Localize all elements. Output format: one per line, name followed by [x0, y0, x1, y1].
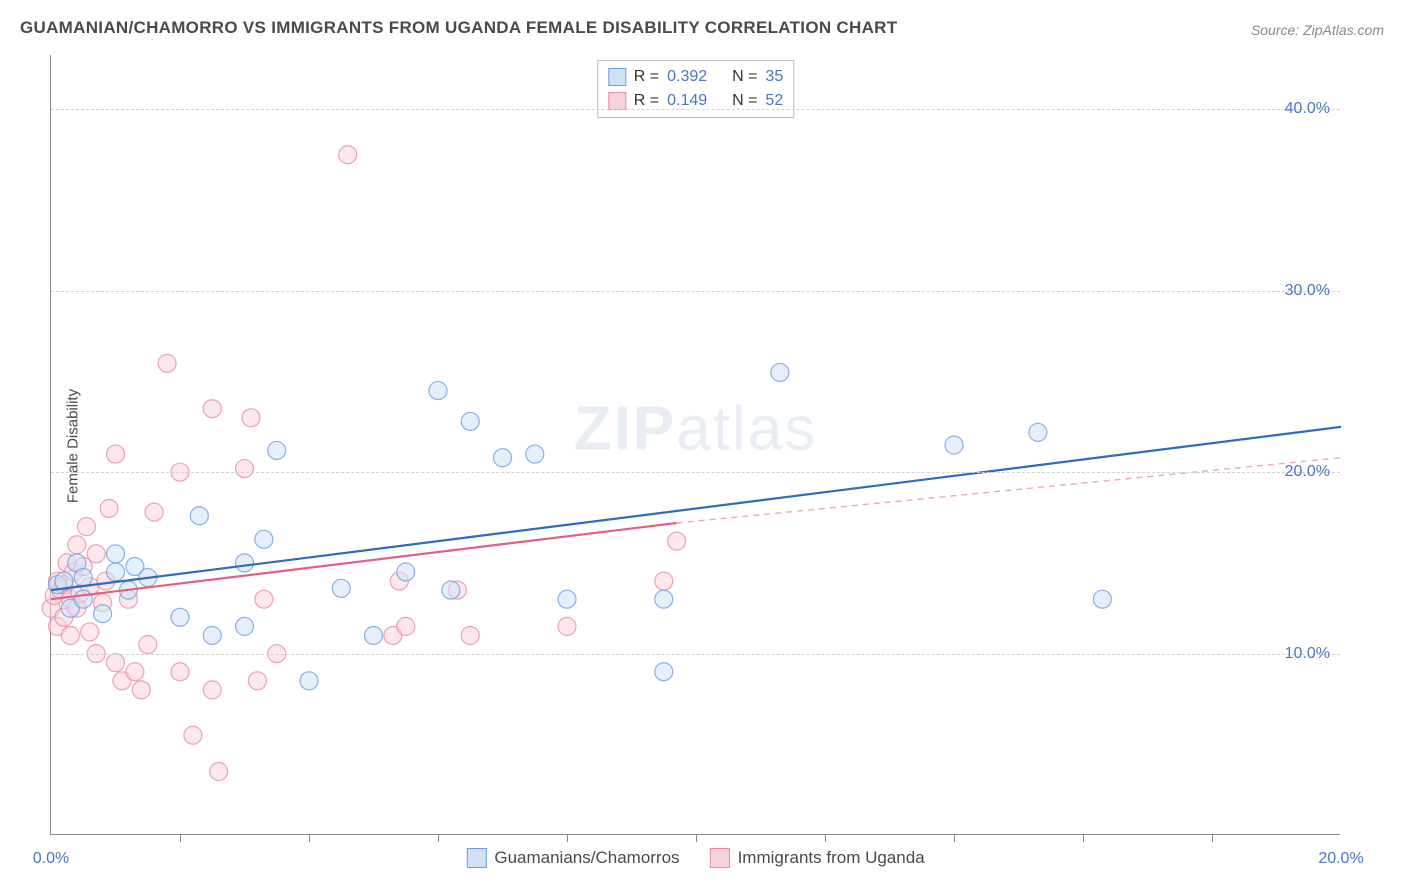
- plot-area: ZIPatlas R = 0.392 N = 35 R = 0.149 N = …: [50, 55, 1340, 835]
- xtick: [180, 834, 181, 842]
- xtick: [825, 834, 826, 842]
- chart-title: GUAMANIAN/CHAMORRO VS IMMIGRANTS FROM UG…: [20, 18, 897, 38]
- gridline: [51, 291, 1340, 292]
- xtick: [1212, 834, 1213, 842]
- source-attribution: Source: ZipAtlas.com: [1251, 22, 1384, 38]
- gridline: [51, 654, 1340, 655]
- ytick-label: 30.0%: [1285, 282, 1330, 300]
- scatter-svg: [51, 55, 1340, 834]
- legend-swatch-bottom-2: [710, 848, 730, 868]
- ytick-label: 40.0%: [1285, 100, 1330, 118]
- legend-label-1: Guamanians/Chamorros: [494, 848, 679, 868]
- xtick: [438, 834, 439, 842]
- xtick-label: 20.0%: [1318, 850, 1363, 868]
- series-legend: Guamanians/Chamorros Immigrants from Uga…: [466, 848, 924, 868]
- legend-swatch-bottom-1: [466, 848, 486, 868]
- ytick-label: 20.0%: [1285, 463, 1330, 481]
- legend-label-2: Immigrants from Uganda: [738, 848, 925, 868]
- legend-item-series2: Immigrants from Uganda: [710, 848, 925, 868]
- xtick-label: 0.0%: [33, 850, 69, 868]
- xtick: [567, 834, 568, 842]
- xtick: [309, 834, 310, 842]
- correlation-chart: GUAMANIAN/CHAMORRO VS IMMIGRANTS FROM UG…: [0, 0, 1406, 892]
- gridline: [51, 109, 1340, 110]
- xtick: [954, 834, 955, 842]
- xtick: [696, 834, 697, 842]
- ytick-label: 10.0%: [1285, 645, 1330, 663]
- xtick: [1083, 834, 1084, 842]
- gridline: [51, 472, 1340, 473]
- legend-item-series1: Guamanians/Chamorros: [466, 848, 679, 868]
